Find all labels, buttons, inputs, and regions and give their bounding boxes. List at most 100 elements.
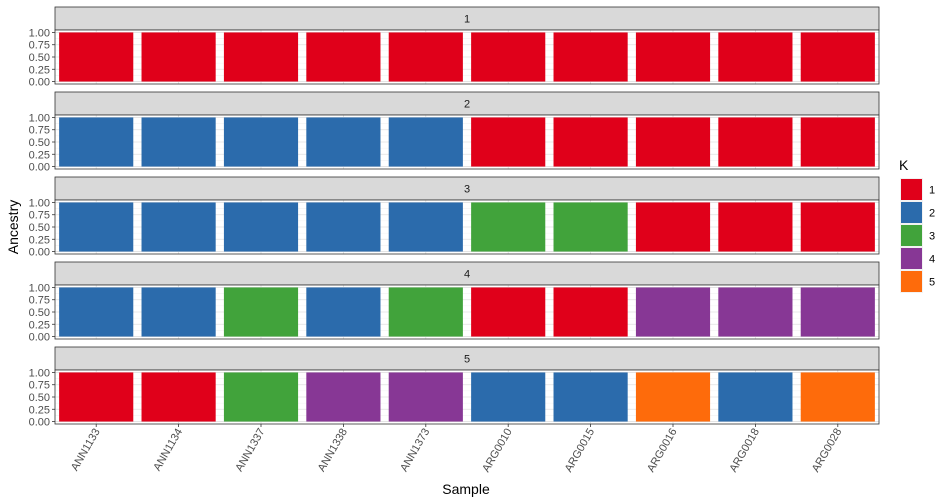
bar-ARG0015-k5 xyxy=(553,372,628,422)
bar-ARG0016-k5 xyxy=(635,372,711,422)
x-tick-label: ARG0010 xyxy=(480,427,515,475)
bar-ANN1337-k5 xyxy=(223,372,299,422)
y-tick-label: 0.00 xyxy=(29,162,50,174)
bar-ARG0016-k2 xyxy=(635,117,711,167)
bar-ANN1337-k3 xyxy=(223,202,299,252)
panel-strip-label: 5 xyxy=(464,354,470,366)
x-tick-label: ANN1373 xyxy=(398,427,432,474)
bar-ANN1337-k4 xyxy=(223,287,299,337)
bar-ANN1373-k5 xyxy=(388,372,463,422)
y-tick-label: 0.00 xyxy=(29,417,50,429)
y-tick-label: 0.00 xyxy=(29,332,50,344)
bar-ARG0010-k4 xyxy=(471,287,546,337)
bar-ANN1133-k2 xyxy=(59,117,134,167)
y-tick-label: 0.75 xyxy=(29,40,50,52)
x-tick-label: ARG0028 xyxy=(810,427,845,475)
bar-ARG0028-k2 xyxy=(800,117,875,167)
panel-1: 1 0.000.250.500.751.00 xyxy=(29,6,880,89)
bar-ARG0016-k4 xyxy=(635,287,711,337)
y-tick-label: 1.00 xyxy=(29,367,50,379)
legend-key-2 xyxy=(901,202,922,223)
y-tick-label: 0.75 xyxy=(29,125,50,137)
y-tick-label: 0.75 xyxy=(29,380,50,392)
bar-ARG0028-k4 xyxy=(800,287,875,337)
panel-2: 2 0.000.250.500.751.00 xyxy=(29,91,880,174)
bar-ARG0010-k5 xyxy=(471,372,546,422)
bar-ARG0028-k3 xyxy=(800,202,875,252)
bar-ARG0015-k3 xyxy=(553,202,628,252)
legend-label-1: 1 xyxy=(929,185,935,197)
bar-ARG0018-k5 xyxy=(718,372,793,422)
panel-strip-label: 4 xyxy=(464,269,470,281)
legend-label-4: 4 xyxy=(929,254,935,266)
bar-ANN1133-k1 xyxy=(59,32,134,82)
x-tick-label: ARG0018 xyxy=(727,427,762,475)
y-tick-label: 0.50 xyxy=(29,52,50,64)
bar-ANN1373-k2 xyxy=(388,117,463,167)
legend: K 1 2 3 4 5 xyxy=(899,157,935,293)
bar-ANN1134-k3 xyxy=(141,202,216,252)
y-tick-label: 0.25 xyxy=(29,234,50,246)
y-tick-label: 1.00 xyxy=(29,112,50,124)
bar-ANN1338-k3 xyxy=(306,202,381,252)
y-tick-label: 1.00 xyxy=(29,282,50,294)
legend-key-4 xyxy=(901,248,922,269)
bar-ARG0016-k3 xyxy=(635,202,711,252)
y-tick-label: 0.25 xyxy=(29,64,50,76)
bar-ANN1338-k2 xyxy=(306,117,381,167)
y-tick-label: 0.50 xyxy=(29,222,50,234)
y-tick-label: 0.25 xyxy=(29,319,50,331)
bar-ARG0018-k2 xyxy=(718,117,793,167)
bar-ARG0010-k2 xyxy=(471,117,546,167)
legend-key-3 xyxy=(901,225,922,246)
y-tick-label: 0.25 xyxy=(29,404,50,416)
bar-ANN1338-k1 xyxy=(306,32,381,82)
panel-strip-label: 1 xyxy=(464,14,470,26)
y-tick-label: 0.75 xyxy=(29,295,50,307)
bar-ARG0010-k1 xyxy=(471,32,546,82)
x-tick-label: ARG0016 xyxy=(645,427,680,475)
bar-ARG0018-k1 xyxy=(718,32,793,82)
y-tick-label: 0.00 xyxy=(29,77,50,89)
y-tick-label: 0.50 xyxy=(29,392,50,404)
y-tick-label: 0.75 xyxy=(29,210,50,222)
bar-ANN1337-k1 xyxy=(223,32,299,82)
y-tick-label: 0.50 xyxy=(29,137,50,149)
y-tick-label: 1.00 xyxy=(29,27,50,39)
x-tick-label: ANN1134 xyxy=(151,427,185,474)
legend-key-1 xyxy=(901,179,922,200)
panel-5: 5 0.000.250.500.751.00 xyxy=(29,346,880,429)
bar-ANN1134-k1 xyxy=(141,32,216,82)
x-tick-labels: ANN1133 ANN1134 ANN1337 ANN1338 ANN1373 ARG00… xyxy=(69,424,844,474)
x-tick-label: ANN1337 xyxy=(233,427,267,474)
x-axis-title: Sample xyxy=(442,481,490,497)
bar-ANN1134-k5 xyxy=(141,372,216,422)
bar-ANN1373-k3 xyxy=(388,202,463,252)
bar-ARG0028-k5 xyxy=(800,372,875,422)
bar-ARG0015-k4 xyxy=(553,287,628,337)
bar-ANN1133-k5 xyxy=(59,372,134,422)
legend-title: K xyxy=(899,157,909,173)
y-tick-label: 1.00 xyxy=(29,197,50,209)
bar-ANN1134-k2 xyxy=(141,117,216,167)
bar-ARG0010-k3 xyxy=(471,202,546,252)
bar-ARG0015-k2 xyxy=(553,117,628,167)
bar-ANN1373-k1 xyxy=(388,32,463,82)
bar-ARG0015-k1 xyxy=(553,32,628,82)
facet-panels: 10.000.250.500.751.0020.000.250.500.751.… xyxy=(29,6,880,429)
bar-ARG0016-k1 xyxy=(635,32,711,82)
bar-ANN1337-k2 xyxy=(223,117,299,167)
y-tick-label: 0.25 xyxy=(29,149,50,161)
bar-ARG0028-k1 xyxy=(800,32,875,82)
panel-strip-label: 3 xyxy=(464,184,470,196)
x-tick-label: ANN1133 xyxy=(69,427,103,474)
bar-ANN1133-k4 xyxy=(59,287,134,337)
legend-label-3: 3 xyxy=(929,231,935,243)
bar-ANN1373-k4 xyxy=(388,287,463,337)
x-tick-label: ANN1338 xyxy=(316,427,350,474)
legend-label-2: 2 xyxy=(929,208,935,220)
legend-key-5 xyxy=(901,271,922,292)
bar-ANN1338-k5 xyxy=(306,372,381,422)
bar-ANN1338-k4 xyxy=(306,287,381,337)
